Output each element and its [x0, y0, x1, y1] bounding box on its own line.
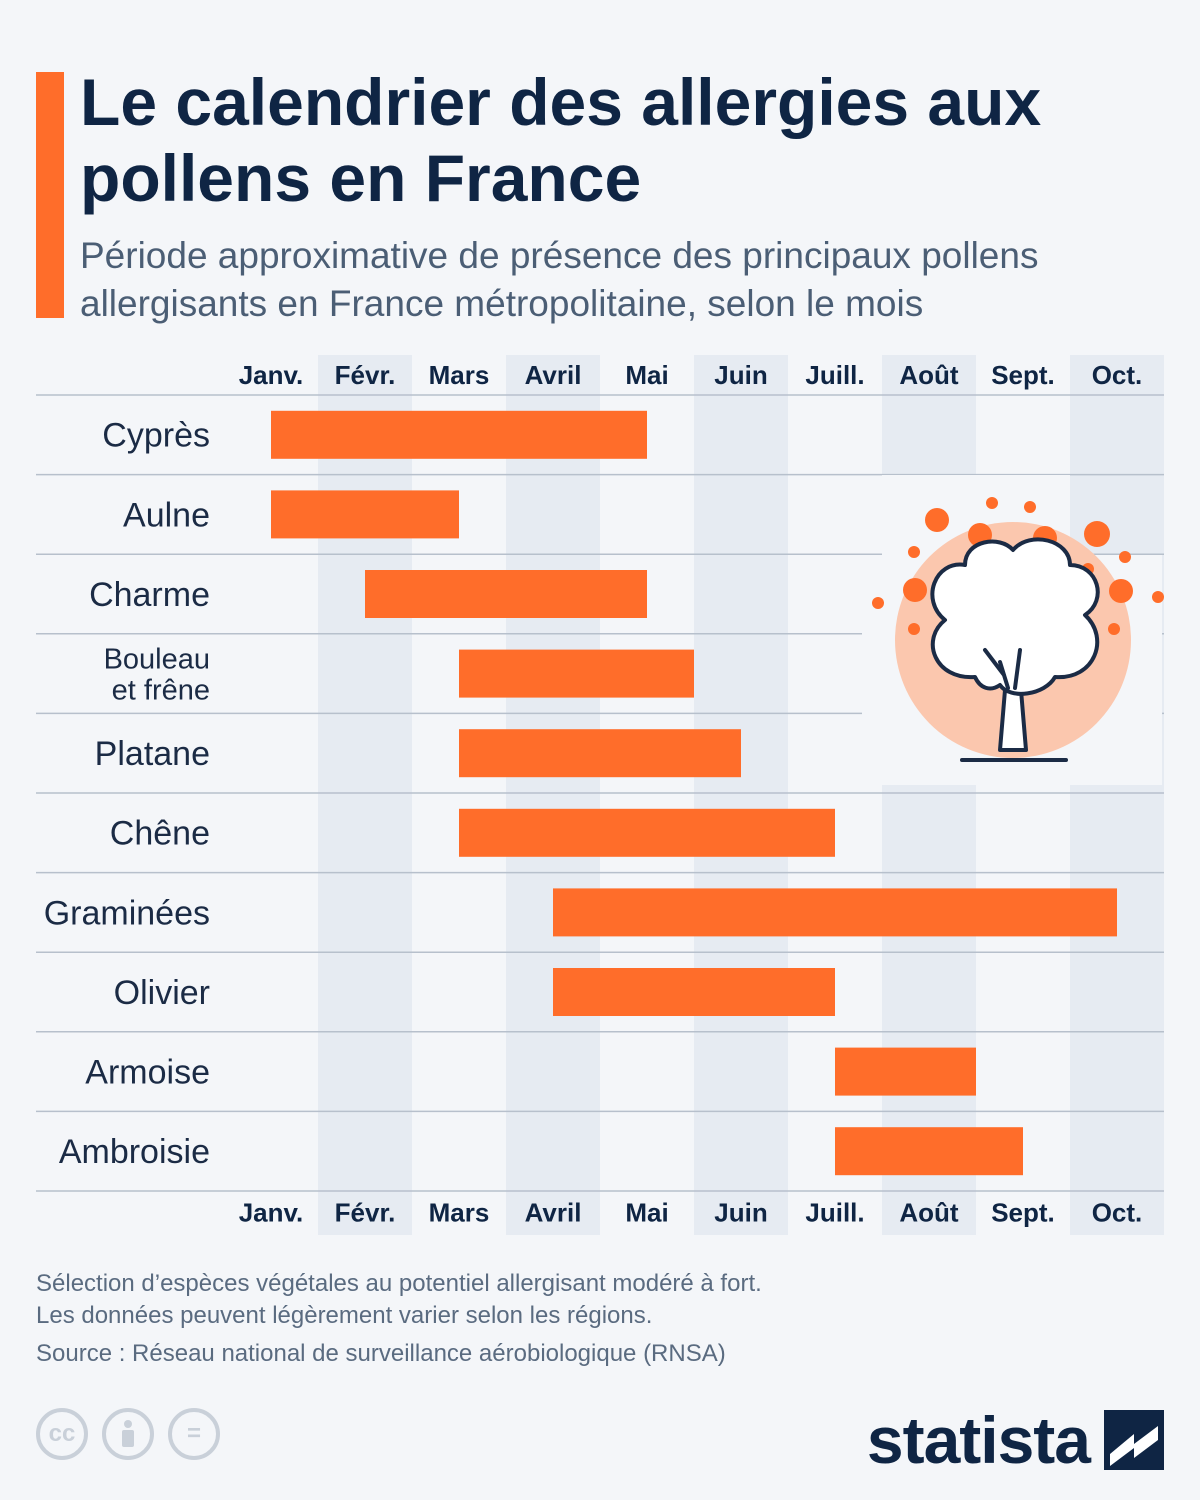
- category-label: Graminées: [44, 894, 210, 932]
- month-label-bottom: Sept.: [991, 1198, 1055, 1228]
- tree-pollen-icon: [862, 475, 1164, 785]
- bar-9: [835, 1127, 1023, 1176]
- footnote-selection: Sélection d’espèces végétales au potenti…: [36, 1270, 762, 1297]
- footnote-regional-variation: Les données peuvent légèrement varier se…: [36, 1302, 653, 1329]
- bar-4: [459, 729, 741, 778]
- month-label-top: Mai: [625, 360, 668, 390]
- month-label-top: Mars: [429, 360, 490, 390]
- category-label: Cyprès: [102, 417, 210, 455]
- footnotes: Sélection d’espèces végétales au potenti…: [36, 1268, 1136, 1370]
- statista-wordmark: statista: [866, 1403, 1091, 1477]
- cc-icon[interactable]: cc: [36, 1408, 88, 1460]
- bar-6: [553, 888, 1117, 937]
- bar-5: [459, 808, 835, 857]
- title-accent-bar: [36, 72, 64, 318]
- month-label-bottom: Juill.: [805, 1198, 864, 1228]
- page-subtitle: Période approximative de présence des pr…: [80, 235, 1039, 324]
- category-label: Armoise: [85, 1054, 210, 1092]
- category-label: Ambroisie: [59, 1133, 210, 1171]
- bar-3: [459, 649, 694, 698]
- category-label: Platane: [95, 735, 210, 773]
- month-label-top: Août: [899, 360, 959, 390]
- bar-0: [271, 410, 647, 459]
- category-label: Aulne: [123, 496, 210, 534]
- license-icons: cc =: [36, 1408, 220, 1460]
- category-label: Chêne: [110, 815, 210, 853]
- bar-7: [553, 968, 835, 1016]
- source-note: Source : Réseau national de surveillance…: [36, 1340, 726, 1367]
- month-label-top: Janv.: [239, 360, 304, 390]
- month-label-bottom: Févr.: [335, 1198, 396, 1228]
- month-label-bottom: Mai: [625, 1198, 668, 1228]
- statista-brand[interactable]: statista: [867, 1402, 1164, 1478]
- month-label-top: Sept.: [991, 360, 1055, 390]
- category-label: Olivier: [114, 974, 210, 1012]
- month-label-bottom: Août: [899, 1198, 959, 1228]
- month-label-top: Oct.: [1092, 360, 1143, 390]
- month-label-bottom: Janv.: [239, 1198, 304, 1228]
- month-label-bottom: Mars: [429, 1198, 490, 1228]
- bar-8: [835, 1047, 976, 1096]
- month-label-top: Févr.: [335, 360, 396, 390]
- by-icon[interactable]: [102, 1408, 154, 1460]
- page-title: Le calendrier des allergies aux pollens …: [80, 65, 1042, 215]
- statista-logo-icon: [1104, 1410, 1164, 1470]
- category-label: Charme: [89, 576, 210, 614]
- month-label-top: Avril: [525, 360, 582, 390]
- bar-2: [365, 570, 647, 618]
- month-label-bottom: Oct.: [1092, 1198, 1143, 1228]
- month-label-bottom: Juin: [714, 1198, 767, 1228]
- nd-icon[interactable]: =: [168, 1408, 220, 1460]
- pollen-gantt-chart: Janv. Janv. Févr. Févr. Mars Mars Avril Avril Ma…: [36, 355, 1164, 1235]
- month-label-bottom: Avril: [525, 1198, 582, 1228]
- category-label: Bouleau et frêne: [104, 643, 210, 706]
- month-label-top: Juill.: [805, 360, 864, 390]
- bar-1: [271, 490, 459, 539]
- month-label-top: Juin: [714, 360, 767, 390]
